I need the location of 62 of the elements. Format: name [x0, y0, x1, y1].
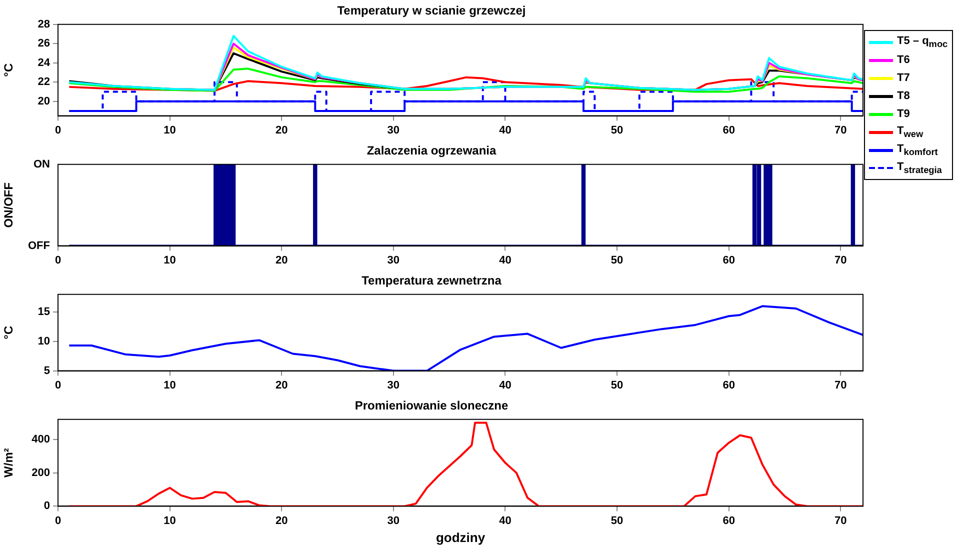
x-tick-label: 10 [164, 124, 176, 136]
x-tick-label: 0 [54, 379, 62, 392]
y-axis-title: °C [2, 63, 16, 77]
y-tick-label: 15 [38, 306, 50, 318]
y-tick-label: 26 [38, 38, 50, 50]
y-tick-label: 10 [38, 335, 50, 348]
x-tick-label: 30 [387, 379, 400, 392]
chart-title: Zalaczenia ogrzewania [366, 144, 497, 158]
x-tick-label: 10 [164, 514, 176, 527]
x-tick-label: 30 [387, 514, 400, 527]
y-axis-title: °C [2, 326, 16, 340]
x-tick-label: 70 [834, 514, 847, 527]
y-tick-label: 0 [44, 500, 50, 512]
x-tick-label: 70 [834, 379, 847, 392]
legend-label: T$_{wew}$ [897, 124, 924, 140]
x-axis-title: godziny [436, 530, 486, 545]
text: OFF [28, 240, 50, 252]
y-tick-label: 20 [38, 95, 50, 108]
legend-label: T$_{komfort}$ [897, 142, 938, 158]
x-tick-label: 50 [610, 379, 624, 392]
y-tick-label: 28 [38, 18, 50, 30]
x-tick-label: 40 [499, 254, 512, 266]
x-tick-label: 0 [54, 254, 62, 266]
x-tick-label: 60 [722, 514, 735, 527]
x-tick-label: 50 [610, 514, 624, 527]
x-tick-label: 10 [164, 379, 176, 392]
x-tick-label: 40 [499, 124, 512, 136]
x-tick-label: 40 [499, 379, 512, 392]
y-tick-label: 22 [38, 76, 50, 88]
x-tick-label: 20 [275, 254, 288, 266]
y-tick-label: 24 [38, 56, 51, 69]
x-tick-label: 60 [722, 254, 735, 266]
y-axis-title: ON/OFF [2, 182, 16, 228]
x-tick-label: 0 [54, 124, 62, 136]
legend-label: T7 [897, 72, 910, 84]
x-tick-label: 60 [722, 124, 735, 136]
x-tick-label: 20 [275, 124, 288, 136]
x-tick-label: 30 [387, 124, 400, 136]
x-tick-label: 0 [54, 514, 62, 527]
x-tick-label: 70 [834, 254, 847, 266]
x-tick-label: 60 [722, 379, 735, 392]
x-tick-label: 30 [387, 254, 400, 266]
legend-label: T5 – q$_{moc}$ [897, 34, 948, 50]
y-tick-label: 200 [32, 466, 50, 479]
x-tick-label: 70 [834, 124, 847, 136]
y-tick-label: 400 [32, 433, 50, 446]
legend-label: T6 [897, 54, 910, 66]
x-tick-label: 20 [275, 514, 288, 527]
chart-title: Temperatury w scianie grzewczej [337, 4, 526, 18]
text: ON [34, 158, 50, 170]
x-tick-label: 20 [275, 379, 288, 392]
legend-label: T9 [897, 108, 910, 120]
x-tick-label: 10 [164, 254, 176, 266]
x-tick-label: 50 [610, 124, 624, 136]
chart-title: Temperatura zewnetrzna [362, 274, 502, 288]
y-axis-title: W/m² [2, 448, 16, 478]
chart-title: Promieniowanie sloneczne [354, 398, 509, 413]
legend-label: T$_{strategia}$ [897, 160, 942, 176]
x-tick-label: 50 [610, 254, 624, 266]
legend-label: T8 [897, 90, 910, 102]
y-tick-label: 5 [44, 364, 50, 377]
x-tick-label: 40 [499, 514, 512, 527]
